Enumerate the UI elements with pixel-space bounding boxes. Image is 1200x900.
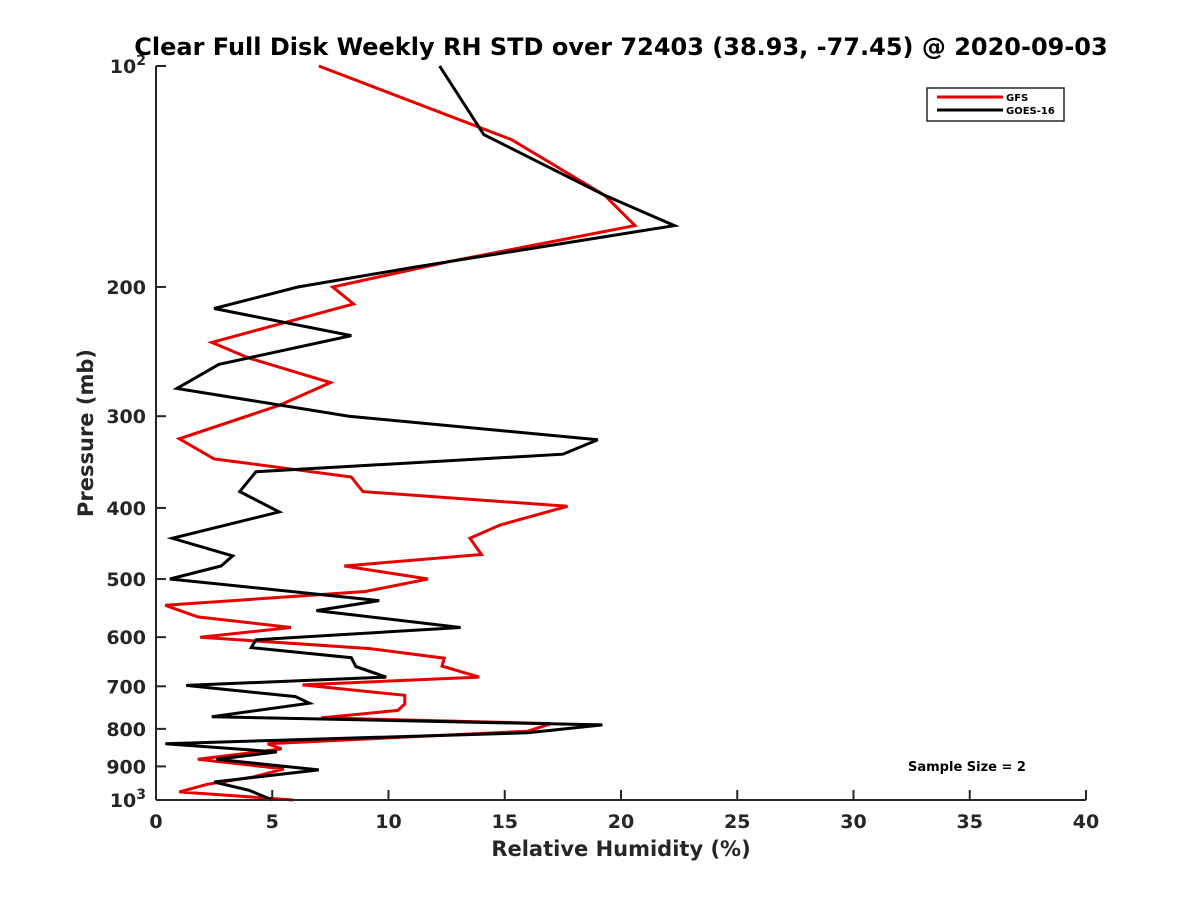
plot-lines [164, 64, 680, 802]
y-tick-label: 600 [106, 627, 146, 649]
legend: GFS GOES-16 [926, 87, 1065, 122]
legend-label-goes16: GOES-16 [1006, 106, 1055, 117]
y-tick-label: 103 [110, 787, 146, 812]
x-tick-label: 20 [608, 811, 634, 833]
y-tick-label: 900 [106, 756, 146, 778]
x-tick-label: 25 [724, 811, 750, 833]
x-tick-label: 10 [375, 811, 401, 833]
axes [155, 66, 1086, 801]
series-line-gfs [164, 64, 639, 802]
y-ticks: 102 200 300 400 500 600 700 800 900 103 [106, 53, 166, 812]
y-tick-label: 200 [106, 277, 146, 299]
x-tick-label: 5 [266, 811, 279, 833]
chart-title: Clear Full Disk Weekly RH STD over 72403… [134, 33, 1107, 61]
y-tick-label: 400 [106, 498, 146, 520]
y-tick-label: 800 [106, 719, 146, 741]
sample-size-annotation: Sample Size = 2 [908, 760, 1026, 775]
x-axis-label: Relative Humidity (%) [491, 837, 750, 861]
x-tick-label: 15 [492, 811, 518, 833]
y-tick-label: 700 [106, 676, 146, 698]
series-line-goes16 [165, 65, 680, 802]
y-tick-label: 102 [110, 53, 146, 78]
y-tick-label: 500 [106, 569, 146, 591]
x-tick-label: 40 [1073, 811, 1099, 833]
x-tick-label: 0 [149, 811, 162, 833]
x-tick-label: 30 [840, 811, 866, 833]
x-tick-label: 35 [957, 811, 983, 833]
x-ticks: 0 5 10 15 20 25 30 35 40 [149, 790, 1099, 833]
legend-label-gfs: GFS [1006, 93, 1028, 104]
y-axis-label: Pressure (mb) [74, 349, 98, 517]
y-tick-label: 300 [106, 406, 146, 428]
legend-box [926, 87, 1065, 122]
